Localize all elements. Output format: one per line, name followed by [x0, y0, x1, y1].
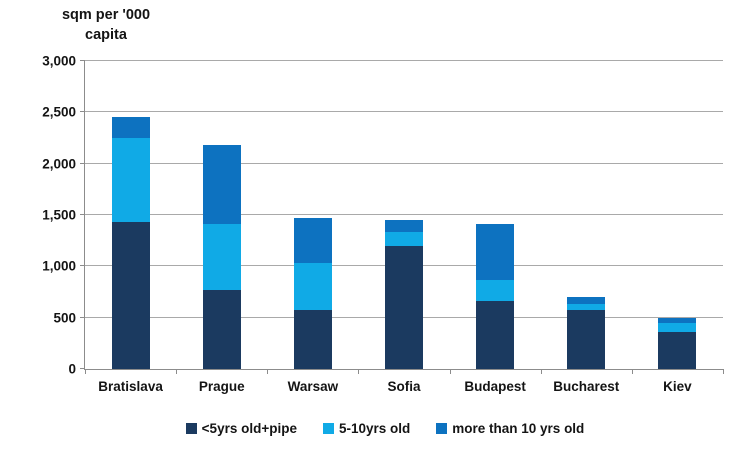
- bar-segment: [111, 138, 150, 223]
- x-axis-tick: [176, 369, 178, 374]
- x-axis-label: Sofia: [387, 379, 421, 394]
- gridline: [85, 214, 723, 215]
- y-axis-tick-label: 1,500: [42, 207, 76, 223]
- legend: <5yrs old+pipe 5-10yrs old more than 10 …: [60, 421, 710, 436]
- bar-segment: [385, 245, 423, 369]
- x-axis-label: Kiev: [663, 379, 692, 394]
- legend-label: 5-10yrs old: [338, 421, 411, 436]
- bar-segment: [111, 117, 150, 138]
- legend-item: more than 10 yrs old: [436, 421, 584, 436]
- plot-area: 0 500 1,000 1,500 2,000 2,500 3,000 Bratislava P…: [42, 54, 724, 394]
- bar-segment: [293, 263, 332, 311]
- x-axis-label: Warsaw: [287, 379, 339, 394]
- y-axis-tick: [80, 162, 85, 164]
- gridline: [85, 111, 723, 113]
- legend-swatch: [322, 423, 334, 434]
- y-axis-tick-label: 2,000: [42, 156, 76, 172]
- bar-segment: [202, 224, 241, 290]
- axis-title: sqm per '000 capita: [33, 6, 179, 45]
- x-axis-tick: [631, 369, 633, 374]
- bar-segment: [293, 310, 332, 369]
- x-axis-tick: [449, 369, 451, 374]
- bar-segment: [476, 279, 515, 302]
- bar-budapest: [476, 61, 515, 369]
- bar-sofia: [385, 61, 423, 369]
- x-axis-tick: [358, 369, 360, 374]
- legend-item: <5yrs old+pipe: [185, 421, 297, 436]
- bar-segment: [111, 222, 150, 369]
- legend-label: more than 10 yrs old: [452, 421, 585, 436]
- bar-kiev: [658, 61, 697, 369]
- y-axis-tick: [80, 60, 85, 61]
- y-axis-tick-label: 2,500: [42, 104, 76, 120]
- gridline: [85, 60, 723, 61]
- bar-bratislava: [111, 61, 150, 369]
- bar-segment: [385, 220, 423, 233]
- y-axis-tick: [80, 265, 85, 267]
- y-axis-tick-label: 0: [68, 361, 76, 377]
- legend-label: <5yrs old+pipe: [201, 421, 297, 436]
- bar-bucharest: [567, 61, 606, 369]
- bar-segment: [567, 304, 606, 311]
- y-axis-tick-label: 1,000: [42, 258, 76, 274]
- bar-segment: [202, 145, 241, 225]
- x-axis-label: Bratislava: [98, 379, 163, 394]
- axis-title-line1: sqm per '000: [61, 7, 151, 23]
- x-axis-label: Budapest: [464, 379, 526, 394]
- y-axis-tick: [80, 111, 85, 113]
- bar-segment: [476, 301, 515, 369]
- legend-swatch: [185, 423, 197, 434]
- legend-swatch: [436, 423, 448, 434]
- gridline: [85, 162, 723, 164]
- bar-segment: [567, 310, 606, 369]
- y-axis-tick-label: 500: [53, 310, 76, 326]
- bar-segment: [658, 317, 697, 323]
- bar-warsaw: [293, 61, 332, 369]
- x-axis-tick: [540, 369, 542, 374]
- bar-segment: [658, 332, 697, 369]
- y-axis-tick: [80, 316, 85, 318]
- bar-prague: [202, 61, 241, 369]
- bar-segment: [202, 289, 241, 369]
- x-axis-label: Prague: [198, 379, 245, 394]
- y-axis-tick: [80, 214, 85, 215]
- x-axis-tick: [85, 369, 86, 374]
- x-axis-tick: [723, 369, 724, 374]
- bar-segment: [567, 297, 606, 305]
- x-axis-tick: [267, 369, 269, 374]
- bar-segment: [293, 218, 332, 264]
- legend-item: 5-10yrs old: [322, 421, 411, 436]
- y-axis-tick: [80, 368, 85, 369]
- bar-segment: [476, 224, 515, 280]
- bar-segment: [385, 232, 423, 246]
- y-axis-tick-label: 3,000: [42, 53, 76, 69]
- x-axis-label: Bucharest: [553, 379, 620, 394]
- bar-segment: [658, 322, 697, 333]
- axis-title-line2: capita: [85, 26, 127, 43]
